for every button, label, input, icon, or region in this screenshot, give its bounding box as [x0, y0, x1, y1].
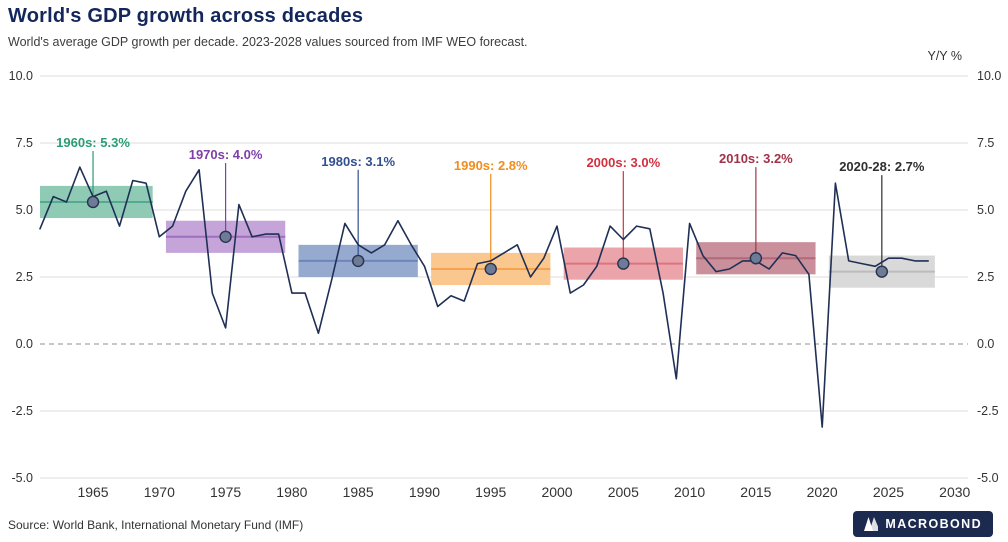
decade-label: 2020-28: 2.7%: [839, 159, 925, 174]
macrobond-logo: MACROBOND: [853, 511, 993, 537]
decade-label: 1990s: 2.8%: [454, 158, 528, 173]
y-axis-tick-label-right: 0.0: [977, 337, 994, 351]
decade-mean-dot: [617, 257, 630, 270]
y-axis-tick-label-right: 5.0: [977, 203, 994, 217]
x-axis-tick-label: 2000: [541, 484, 572, 500]
page-title: World's GDP growth across decades: [8, 5, 364, 27]
decade-mean-dot: [219, 230, 232, 244]
decade-mean-dot: [875, 265, 889, 278]
x-axis-tick-label: 1965: [77, 484, 108, 500]
y-axis-tick-label-left: 7.5: [16, 136, 33, 150]
x-axis-tick-label: 1970: [144, 484, 175, 500]
x-axis-tick-label: 1980: [276, 484, 307, 500]
y-axis-tick-label-left: 5.0: [16, 203, 33, 217]
chart-subtitle: World's average GDP growth per decade. 2…: [8, 35, 528, 49]
decade-mean-dot: [484, 262, 497, 276]
x-axis-tick-label: 1995: [475, 484, 506, 500]
x-axis-tick-label: 2005: [608, 484, 639, 500]
decade-label: 1960s: 5.3%: [56, 135, 130, 150]
y-axis-tick-label-left: -5.0: [11, 471, 33, 485]
y-axis-tick-label-right: 2.5: [977, 270, 994, 284]
x-axis-tick-label: 1985: [343, 484, 374, 500]
y-axis-tick-label-left: 2.5: [16, 270, 33, 284]
x-axis-tick-label: 2030: [939, 484, 970, 500]
x-axis-tick-label: 2015: [740, 484, 771, 500]
macrobond-logo-text: MACROBOND: [885, 517, 982, 531]
y-axis-tick-label-left: 0.0: [16, 337, 33, 351]
macrobond-logo-icon: [864, 517, 879, 531]
x-axis-tick-label: 2025: [873, 484, 904, 500]
decade-label: 1970s: 4.0%: [189, 147, 263, 162]
decade-label: 1980s: 3.1%: [321, 154, 395, 169]
decade-label: 2010s: 3.2%: [719, 151, 793, 166]
x-axis-tick-label: 1975: [210, 484, 241, 500]
y-axis-tick-label-left: -2.5: [11, 404, 33, 418]
x-axis-tick-label: 1990: [409, 484, 440, 500]
y-axis-tick-label-right: -5.0: [977, 471, 999, 485]
y-axis-unit-label: Y/Y %: [927, 49, 962, 63]
decade-label: 2000s: 3.0%: [586, 155, 660, 170]
y-axis-tick-label-right: 10.0: [977, 69, 1001, 83]
gdp-growth-line: [39, 166, 930, 428]
y-axis-tick-label-left: 10.0: [9, 69, 33, 83]
x-axis-tick-label: 2010: [674, 484, 705, 500]
x-axis-tick-label: 2020: [807, 484, 838, 500]
decade-mean-dot: [86, 195, 100, 209]
source-note: Source: World Bank, International Moneta…: [8, 518, 304, 532]
decade-mean-dot: [351, 254, 365, 268]
decade-mean-dot: [749, 252, 763, 265]
y-axis-tick-label-right: -2.5: [977, 404, 999, 418]
y-axis-tick-label-right: 7.5: [977, 136, 994, 150]
